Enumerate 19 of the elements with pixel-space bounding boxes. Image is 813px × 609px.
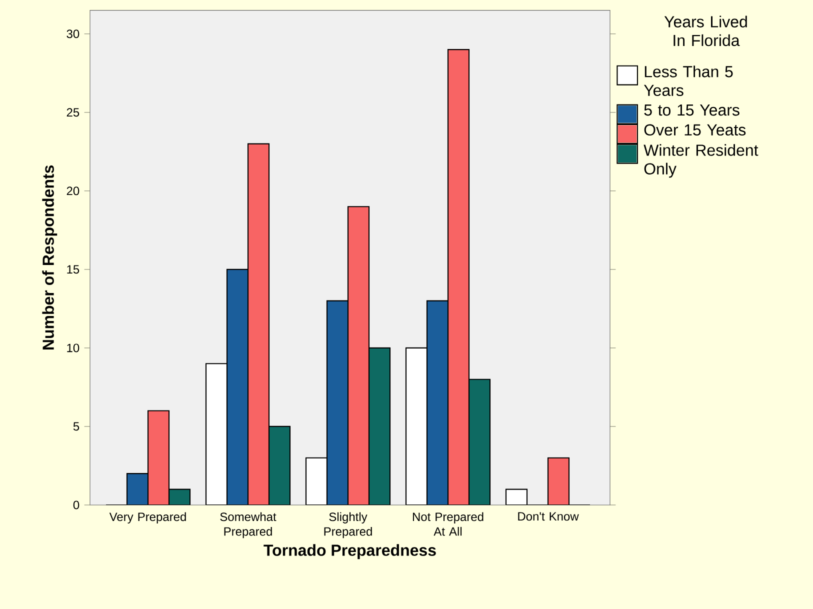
x-tick-label: Somewhat Prepared (220, 512, 276, 538)
legend-label: Less Than 5 Years (644, 66, 733, 96)
y-tick-label: 25 (66, 108, 80, 117)
legend-label: 5 to 15 Years (644, 104, 740, 116)
y-tick-label: 15 (67, 265, 80, 274)
y-tick-label: 10 (67, 344, 80, 352)
y-tick-label: 5 (73, 422, 80, 431)
x-axis-title: Tornado Preparedness (264, 544, 436, 560)
x-tick-label: Not Prepared At All (412, 512, 484, 536)
y-tick-label: 20 (66, 186, 80, 196)
y-tick-label: 30 (66, 30, 80, 38)
y-axis-title: Number of Respondents (42, 165, 58, 350)
y-tick-label: 0 (73, 500, 80, 510)
x-tick-label: Slightly Prepared (324, 512, 372, 538)
legend-label: Winter Resident Only (644, 144, 758, 178)
x-tick-label: Don't Know (518, 512, 579, 521)
x-tick-label: Very Prepared (109, 512, 186, 524)
legend-label: Over 15 Yeats (644, 124, 746, 136)
legend-title: Years Lived In Florida (664, 16, 747, 46)
